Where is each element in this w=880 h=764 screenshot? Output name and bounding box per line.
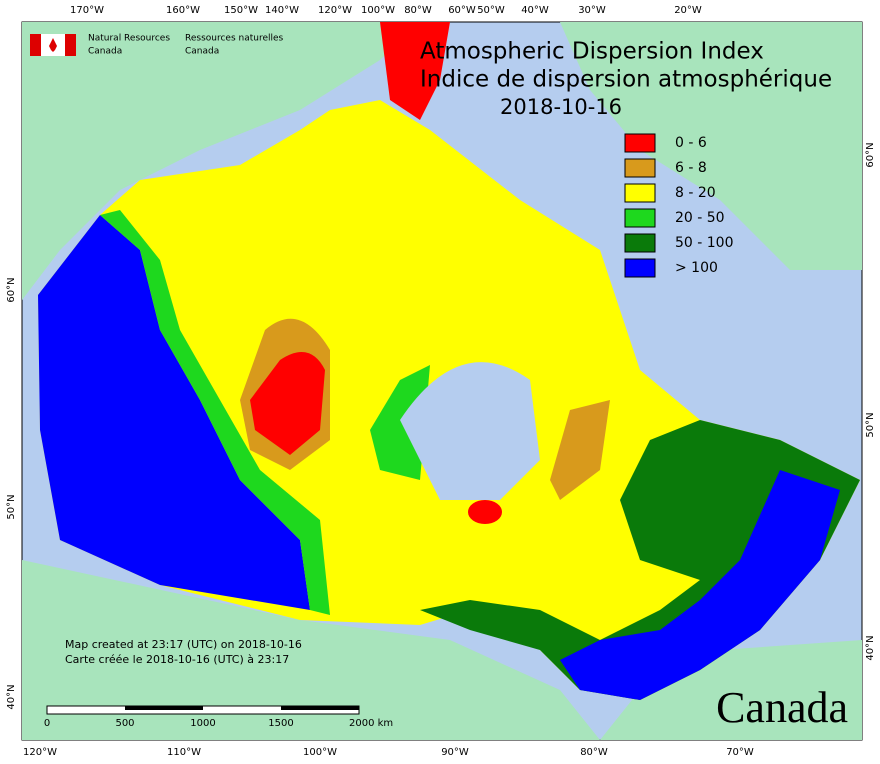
hudson-bay xyxy=(400,362,540,500)
western-region xyxy=(38,215,310,610)
legend-swatch xyxy=(624,133,656,153)
red-region xyxy=(250,352,325,455)
agency-en: Canada xyxy=(88,47,122,57)
longitude-label: 70°W xyxy=(726,747,754,758)
orange-region xyxy=(550,400,610,500)
footer: Map created at 23:17 (UTC) on 2018-10-16 xyxy=(65,638,302,651)
legend-label: 8 - 20 xyxy=(675,185,716,201)
latitude-label: 40°N xyxy=(6,684,17,709)
title: Atmospheric Dispersion Index xyxy=(420,39,764,65)
red-region xyxy=(380,22,450,120)
wordmark: Canada xyxy=(716,683,848,732)
legend-label: > 100 xyxy=(675,260,718,276)
scale-label: 500 xyxy=(115,718,134,729)
legend-swatch xyxy=(624,208,656,228)
green-band xyxy=(100,210,330,615)
title: Indice de dispersion atmosphérique xyxy=(420,67,832,93)
legend-swatch xyxy=(624,233,656,253)
longitude-label: 80°W xyxy=(580,747,608,758)
longitude-label: 120°W xyxy=(23,747,57,758)
longitude-label: 80°W xyxy=(404,5,432,16)
longitude-label: 20°W xyxy=(674,5,702,16)
longitude-label: 140°W xyxy=(265,5,299,16)
agency-en: Natural Resources xyxy=(88,34,170,44)
longitude-label: 160°W xyxy=(166,5,200,16)
red-region xyxy=(468,500,502,524)
eastern-region xyxy=(560,470,840,700)
latitude-label: 50°N xyxy=(6,494,17,519)
flag-bar xyxy=(65,34,76,56)
longitude-label: 150°W xyxy=(224,5,258,16)
latitude-label: 40°N xyxy=(865,635,876,660)
latitude-label: 60°N xyxy=(865,142,876,167)
scale-label: 1500 xyxy=(268,718,293,729)
longitude-label: 90°W xyxy=(441,747,469,758)
longitude-label: 170°W xyxy=(70,5,104,16)
legend-label: 50 - 100 xyxy=(675,235,734,251)
agency-fr: Canada xyxy=(185,47,219,57)
scale-label: 1000 xyxy=(190,718,215,729)
legend-label: 0 - 6 xyxy=(675,135,707,151)
legend-label: 20 - 50 xyxy=(675,210,725,226)
footer: Carte créée le 2018-10-16 (UTC) à 23:17 xyxy=(65,653,289,666)
legend-swatch xyxy=(624,158,656,178)
longitude-label: 120°W xyxy=(318,5,352,16)
latitude-label: 60°N xyxy=(6,277,17,302)
scale-label: 0 xyxy=(44,718,50,729)
longitude-label: 100°W xyxy=(361,5,395,16)
green-patch xyxy=(370,365,430,480)
legend-swatch xyxy=(624,183,656,203)
scale-bar-segment xyxy=(125,706,203,710)
legend: 0 - 6 6 - 8 8 - 20 20 - 50 50 - 100 > 100 xyxy=(624,133,734,278)
scale-label: 2000 km xyxy=(349,718,393,729)
flag-bar xyxy=(30,34,41,56)
latitude-label: 50°N xyxy=(865,412,876,437)
legend-label: 6 - 8 xyxy=(675,160,707,176)
longitude-label: 40°W xyxy=(521,5,549,16)
longitude-label: 50°W xyxy=(477,5,505,16)
land xyxy=(22,22,420,300)
longitude-label: 100°W xyxy=(303,747,337,758)
longitude-label: 60°W xyxy=(448,5,476,16)
scale-bar: 0 500 1000 1500 2000 km xyxy=(44,705,393,729)
united-states xyxy=(22,560,600,740)
date: 2018-10-16 xyxy=(500,95,622,119)
flag-leaf xyxy=(49,38,57,52)
longitude-label: 110°W xyxy=(167,747,201,758)
land xyxy=(600,640,862,740)
greenland xyxy=(560,22,862,270)
agency-fr: Ressources naturelles xyxy=(185,34,284,44)
longitude-label: 30°W xyxy=(578,5,606,16)
scale-bar-segment xyxy=(281,706,359,710)
legend-swatch xyxy=(624,258,656,278)
